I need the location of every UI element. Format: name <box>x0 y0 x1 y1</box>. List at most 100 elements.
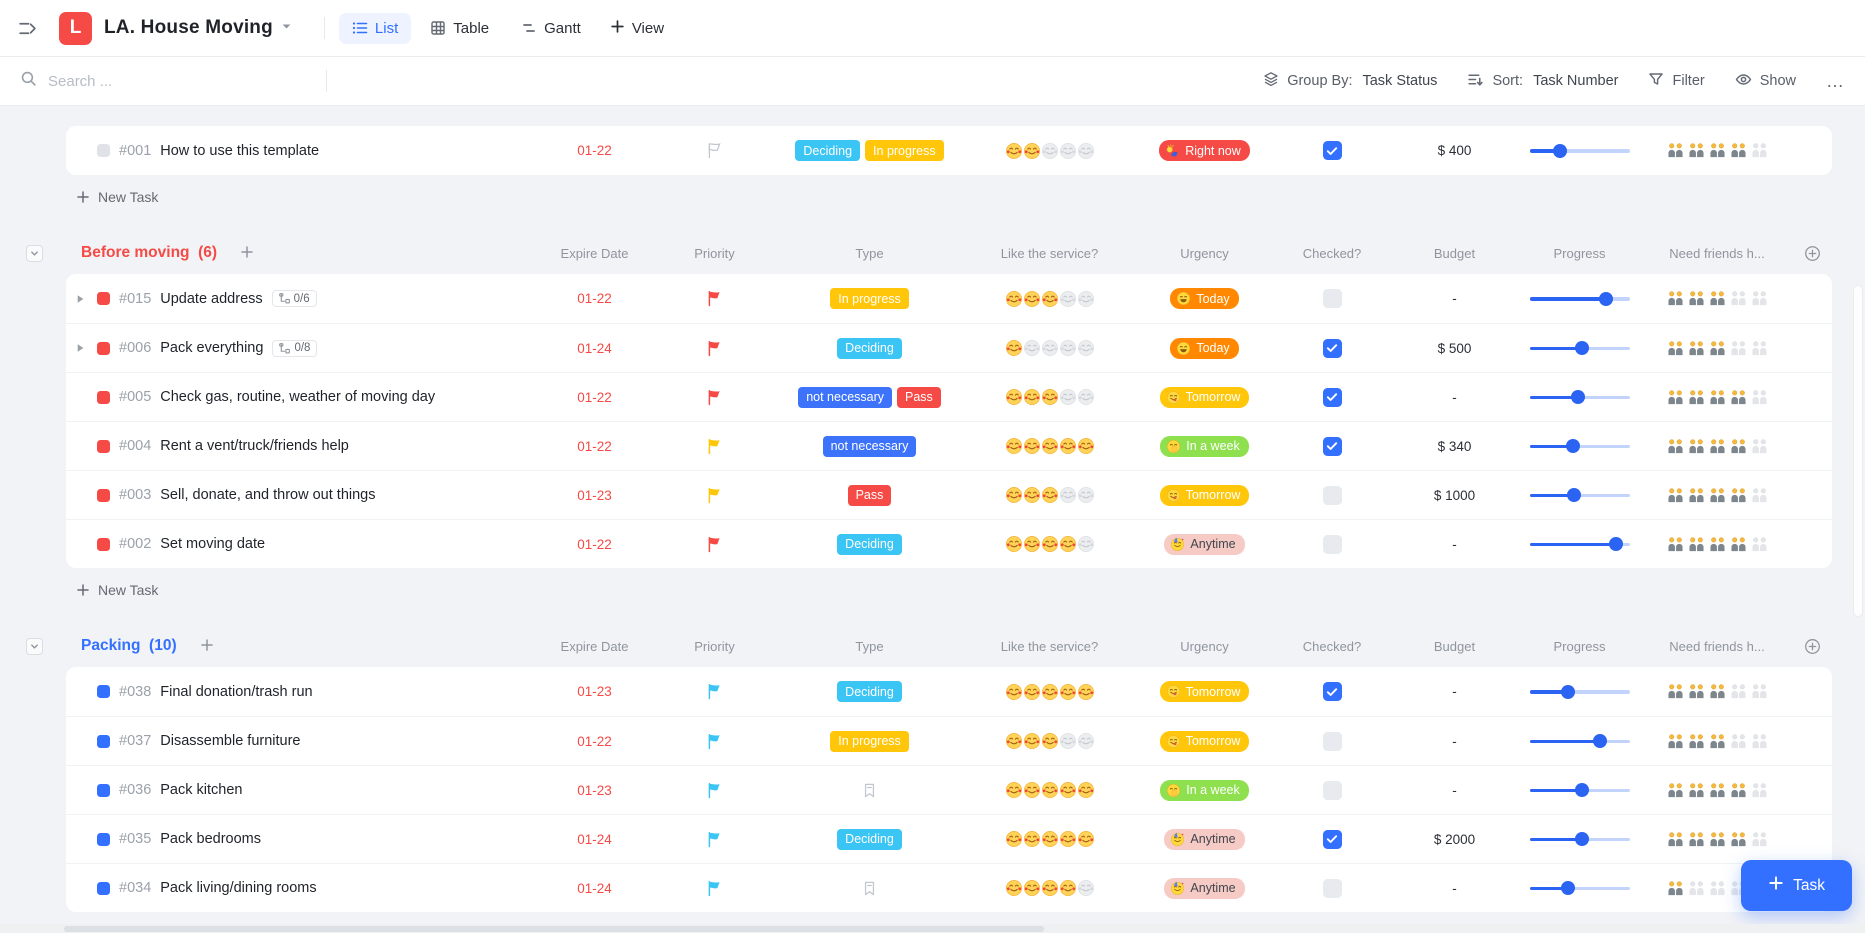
checkbox[interactable] <box>1322 780 1342 800</box>
task-status-bullet[interactable] <box>97 341 110 355</box>
show-control[interactable]: Show <box>1735 71 1796 92</box>
type-cell[interactable]: not necessary <box>777 435 962 457</box>
type-tag[interactable]: Deciding <box>837 828 902 850</box>
checkbox[interactable] <box>1322 338 1342 358</box>
column-header[interactable]: Expire Date <box>560 638 629 654</box>
budget-cell[interactable]: $ 340 <box>1437 438 1472 454</box>
type-cell[interactable]: Pass <box>777 484 962 506</box>
progress-cell[interactable] <box>1517 439 1642 453</box>
add-task-to-group-button[interactable] <box>240 243 254 264</box>
checked-cell[interactable] <box>1272 731 1392 751</box>
budget-cell[interactable]: - <box>1452 684 1457 699</box>
add-field-icon[interactable] <box>1804 638 1821 655</box>
priority-cell[interactable] <box>652 142 777 159</box>
urgency-tag[interactable]: In a week <box>1160 435 1249 457</box>
priority-cell[interactable] <box>652 536 777 553</box>
task-title[interactable]: Pack everything <box>160 340 264 356</box>
checkbox[interactable] <box>1322 387 1342 407</box>
type-cell[interactable]: not necessary Pass <box>777 386 962 408</box>
task-title[interactable]: Disassemble furniture <box>160 733 301 749</box>
progress-slider[interactable] <box>1529 291 1630 306</box>
checked-cell[interactable] <box>1272 485 1392 505</box>
column-header[interactable]: Urgency <box>1180 245 1229 261</box>
type-tag[interactable]: In progress <box>865 140 944 161</box>
progress-slider-thumb[interactable] <box>1552 143 1567 158</box>
type-cell[interactable] <box>777 782 962 799</box>
type-cell[interactable]: In progress <box>777 730 962 752</box>
progress-slider-thumb[interactable] <box>1574 783 1589 797</box>
friends-rating[interactable] <box>1642 389 1792 406</box>
friends-rating[interactable] <box>1642 831 1792 848</box>
column-header[interactable]: Need friends h... <box>1669 638 1765 654</box>
task-title[interactable]: Pack living/dining rooms <box>160 880 317 896</box>
task-title[interactable]: Pack bedrooms <box>160 831 262 847</box>
friends-rating[interactable] <box>1642 290 1792 307</box>
task-status-bullet[interactable] <box>97 783 110 797</box>
progress-cell[interactable] <box>1517 684 1642 699</box>
like-rating[interactable] <box>962 437 1137 455</box>
type-cell[interactable] <box>777 880 962 897</box>
expire-date-cell[interactable]: 01-22 <box>577 143 612 158</box>
column-header[interactable]: Progress <box>1553 638 1606 654</box>
urgency-cell[interactable]: Tomorrow <box>1137 730 1272 752</box>
column-header[interactable]: Progress <box>1553 245 1606 261</box>
task-title[interactable]: Final donation/trash run <box>160 683 313 700</box>
column-header[interactable]: Priority <box>694 245 735 261</box>
urgency-cell[interactable]: In a week <box>1137 779 1272 801</box>
priority-cell[interactable] <box>652 880 777 897</box>
progress-slider-thumb[interactable] <box>1592 734 1607 748</box>
column-header[interactable]: Type <box>855 638 884 654</box>
checkbox[interactable] <box>1322 829 1342 849</box>
expire-date-cell[interactable]: 01-22 <box>577 536 612 552</box>
task-title[interactable]: Set moving date <box>160 536 266 552</box>
urgency-tag[interactable]: Tomorrow <box>1159 484 1250 506</box>
progress-slider[interactable] <box>1529 488 1630 502</box>
progress-cell[interactable] <box>1517 143 1642 158</box>
friends-rating[interactable] <box>1642 487 1792 504</box>
task-row[interactable]: #034 Pack living/dining rooms 01-24 A <box>66 863 1832 912</box>
progress-slider[interactable] <box>1529 537 1630 551</box>
friends-rating[interactable] <box>1642 536 1792 553</box>
column-header[interactable]: Checked? <box>1302 245 1362 261</box>
task-title[interactable]: Update address <box>160 290 263 307</box>
progress-slider[interactable] <box>1529 390 1630 404</box>
budget-cell[interactable]: $ 2000 <box>1433 831 1476 847</box>
column-header[interactable]: Need friends h... <box>1669 245 1765 261</box>
urgency-tag[interactable]: Today <box>1170 288 1239 309</box>
horizontal-scrollbar-track[interactable] <box>0 924 1865 933</box>
urgency-tag[interactable]: Tomorrow <box>1159 730 1250 752</box>
type-tag[interactable]: Deciding <box>837 337 902 359</box>
friends-rating[interactable] <box>1642 438 1792 455</box>
progress-cell[interactable] <box>1517 390 1642 404</box>
urgency-tag[interactable]: Right now <box>1159 140 1250 161</box>
new-task-button[interactable]: New Task <box>66 568 226 612</box>
budget-cell[interactable]: $ 500 <box>1437 340 1472 356</box>
urgency-cell[interactable]: In a week <box>1137 435 1272 457</box>
task-status-bullet[interactable] <box>97 292 110 305</box>
column-header[interactable]: Type <box>855 245 884 261</box>
checked-cell[interactable] <box>1272 878 1392 898</box>
tab-table[interactable]: Table <box>417 13 502 44</box>
priority-cell[interactable] <box>652 782 777 799</box>
task-row[interactable]: #001 How to use this template 01-22 Deci… <box>66 126 1832 175</box>
urgency-tag[interactable]: Anytime <box>1164 533 1245 555</box>
checked-cell[interactable] <box>1272 338 1392 358</box>
expire-date-cell[interactable]: 01-24 <box>577 831 612 847</box>
urgency-cell[interactable]: Today <box>1137 288 1272 309</box>
progress-slider-thumb[interactable] <box>1574 832 1589 846</box>
budget-cell[interactable]: - <box>1452 880 1457 896</box>
column-header[interactable]: Like the service? <box>1000 245 1099 261</box>
task-row[interactable]: #002 Set moving date 01-22 Deciding An <box>66 519 1832 568</box>
task-status-bullet[interactable] <box>97 734 110 748</box>
expire-date-cell[interactable]: 01-22 <box>577 389 612 405</box>
friends-rating[interactable] <box>1642 142 1792 159</box>
task-status-bullet[interactable] <box>97 488 110 502</box>
priority-cell[interactable] <box>652 733 777 750</box>
type-tag[interactable]: Pass <box>897 386 941 408</box>
column-header[interactable]: Budget <box>1433 245 1476 261</box>
subtask-count-badge[interactable]: 0/8 <box>272 339 318 357</box>
like-rating[interactable] <box>962 732 1137 750</box>
task-row[interactable]: #036 Pack kitchen 01-23 In a week <box>66 765 1832 814</box>
type-cell[interactable]: Deciding <box>777 337 962 359</box>
checked-cell[interactable] <box>1272 387 1392 407</box>
